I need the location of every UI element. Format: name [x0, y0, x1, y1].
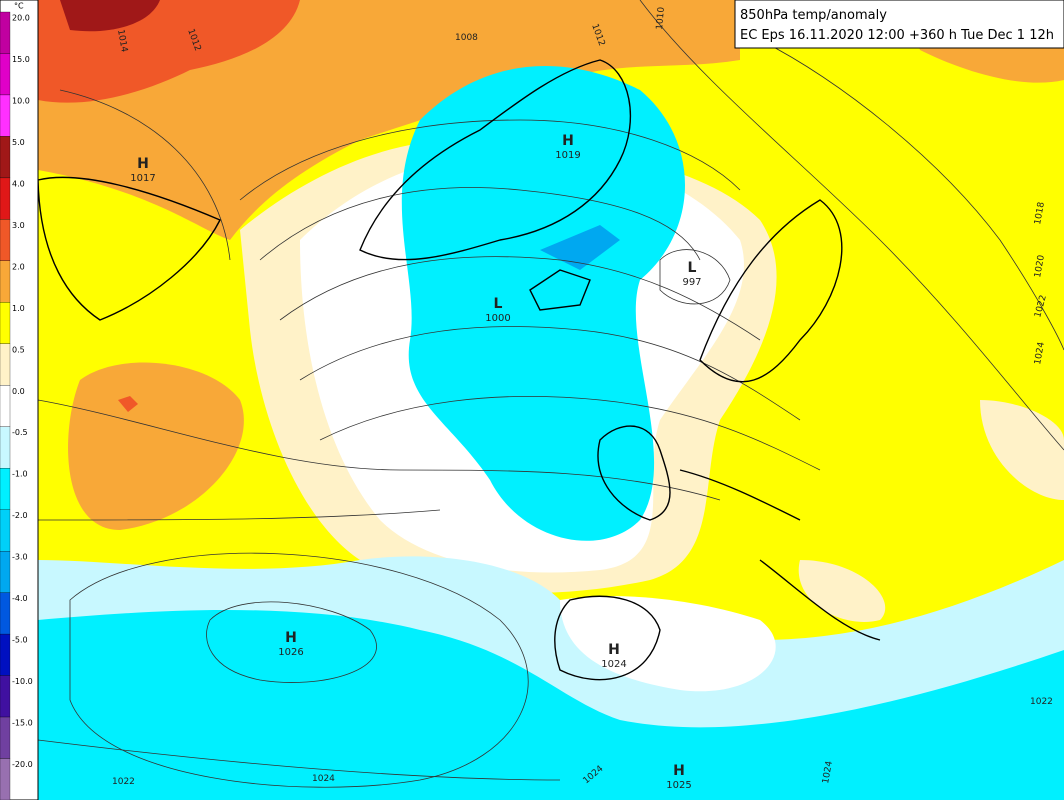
center-type: H — [673, 763, 685, 779]
isobar-label: 1022 — [1030, 697, 1053, 707]
colorbar-swatch — [0, 716, 11, 759]
colorbar-label: -4.0 — [12, 594, 28, 603]
center-type: H — [608, 642, 620, 658]
isobar-label: 1024 — [1033, 341, 1047, 366]
isobar-labels: 1014 1012 1008 1012101010181020102210241022… — [112, 6, 1053, 787]
colorbar-swatch — [0, 343, 11, 386]
isobar-label: 1024 — [821, 760, 835, 785]
colorbar-swatch — [0, 633, 11, 676]
colorbar-label: 4.0 — [12, 179, 25, 188]
isobars — [38, 0, 1064, 788]
colorbar-label: 3.0 — [12, 221, 25, 230]
colorbar-label: 0.5 — [12, 345, 25, 354]
colorbar-label: -15.0 — [12, 719, 33, 728]
colorbar-label: -0.5 — [12, 428, 28, 437]
colorbar-label: -2.0 — [12, 511, 28, 520]
colorbar-label: 1.0 — [12, 304, 25, 313]
colorbar-swatch — [0, 385, 11, 427]
colorbar-swatch — [0, 260, 11, 303]
center-type: H — [137, 156, 149, 172]
colorbar-swatch — [0, 11, 11, 54]
center-value: 1024 — [601, 659, 626, 670]
colorbar-label: -20.0 — [12, 760, 33, 769]
colorbar-label: -3.0 — [12, 553, 28, 562]
colorbar-label: 5.0 — [12, 138, 25, 147]
isobar-label: 1008 — [455, 33, 478, 43]
center-value: 1017 — [130, 173, 155, 184]
colorbar-label: -1.0 — [12, 470, 28, 479]
center-value: 1019 — [555, 150, 580, 161]
center-value: 1025 — [666, 780, 691, 791]
colorbar-swatch — [0, 136, 11, 179]
colorbar-label: -5.0 — [12, 636, 28, 645]
center-type: L — [688, 260, 697, 276]
isobar-label: 1022 — [112, 777, 135, 787]
colorbar-label: 15.0 — [12, 55, 30, 64]
isobar-label: 1020 — [1033, 254, 1047, 279]
colorbar-swatch — [0, 53, 11, 96]
colorbar-swatch — [0, 551, 11, 593]
colorbar-swatch — [0, 758, 11, 800]
colorbar-label: -10.0 — [12, 677, 33, 686]
map-title: 850hPa temp/anomaly — [740, 8, 887, 23]
colorbar-swatch — [0, 675, 11, 718]
center-type: H — [562, 133, 574, 149]
center-value: 997 — [682, 277, 701, 288]
colorbar-swatch — [0, 468, 11, 510]
colorbar-swatch — [0, 509, 11, 552]
colorbar-label: 20.0 — [12, 14, 30, 23]
coastlines — [37, 59, 881, 681]
center-type: H — [285, 630, 297, 646]
isobar-label: 1018 — [1033, 201, 1047, 226]
colorbar-label: 2.0 — [12, 262, 25, 271]
isobar-label: 1010 — [655, 6, 667, 30]
colorbar-swatch — [0, 94, 11, 137]
colorbar-label: 0.0 — [12, 387, 25, 396]
temperature-field — [38, 0, 1064, 800]
colorbar-swatch — [0, 592, 11, 635]
title-box: 850hPa temp/anomaly EC Eps 16.11.2020 12… — [734, 0, 1064, 49]
colorbar: °C 20.0 15.0 10.0 5.0 4.0 3.0 2.0 1.0 0.5 0.0 -0.5… — [0, 0, 39, 800]
colorbar-swatch — [0, 177, 11, 220]
center-value: 1000 — [485, 313, 510, 324]
colorbar-swatch — [0, 219, 11, 261]
center-type: L — [494, 296, 503, 312]
colorbar-swatch — [0, 302, 11, 344]
isobar-label: 1024 — [312, 774, 335, 784]
colorbar-unit: °C — [14, 2, 24, 11]
map-subtitle: EC Eps 16.11.2020 12:00 +360 h Tue Dec 1… — [740, 28, 1054, 43]
center-value: 1026 — [278, 647, 303, 658]
colorbar-swatch — [0, 426, 11, 469]
colorbar-label: 10.0 — [12, 96, 30, 105]
isobar-label: 1014 — [115, 29, 129, 54]
